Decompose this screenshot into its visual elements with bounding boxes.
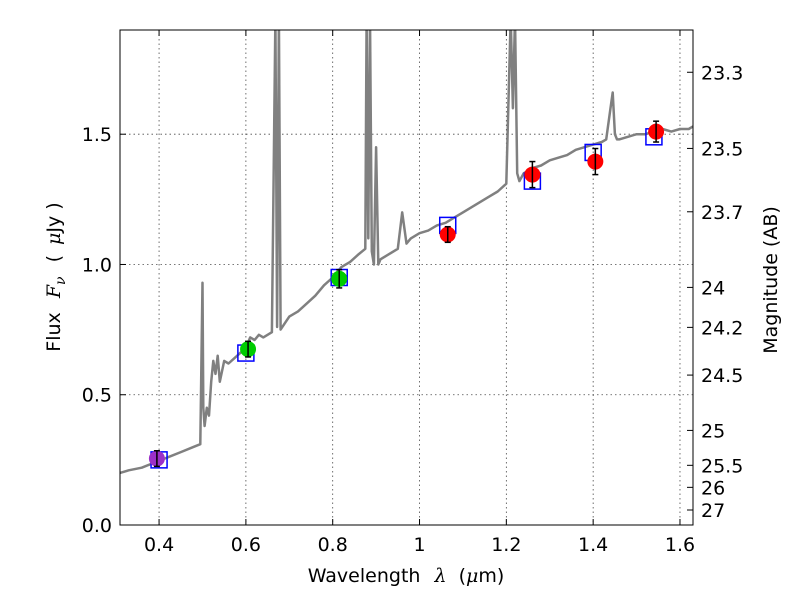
x-axis-unit-open: ( (459, 565, 466, 587)
y2-tick-label: 27 (701, 500, 725, 522)
y-tick-label: 1.5 (82, 124, 112, 146)
y-axis-unit-open: ( (43, 255, 65, 262)
grid (120, 30, 693, 525)
model-spectrum-line (120, 30, 693, 475)
y2-tick-label: 25.5 (701, 455, 743, 477)
y-tick-label: 1.0 (82, 254, 112, 276)
y2-axis-title: Magnitude (AB) (760, 206, 782, 354)
axis-ticks: 0.4 0.6 0.8 1 1.2 1.4 1.6 0.0 0.5 1.0 1.5 23.3 23.5 2… (82, 30, 743, 556)
x-axis-lambda: λ (433, 565, 446, 587)
x-tick-label: 0.6 (231, 534, 261, 556)
y-axis-unit-mu: μ (43, 233, 65, 245)
y-axis-symbol: F (43, 284, 65, 299)
y-tick-label: 0.0 (82, 515, 112, 537)
y-axis-unit-close: Jy ) (43, 202, 65, 233)
y2-tick-label: 24.2 (701, 317, 743, 339)
x-axis-unit-close: m) (478, 565, 504, 587)
x-tick-label: 1.4 (578, 534, 608, 556)
x-axis-unit-mu: μ (466, 565, 478, 587)
x-axis-word: Wavelength (308, 565, 421, 587)
plot-area (120, 30, 693, 475)
x-tick-label: 0.4 (144, 534, 174, 556)
y-axis-title: Flux Fν ( μJy ) (43, 202, 70, 351)
y-axis-subscript: ν (53, 276, 69, 285)
plot-frame (119, 29, 694, 526)
y2-tick-label: 23.3 (701, 62, 743, 84)
y-tick-label: 0.5 (82, 385, 112, 407)
y2-tick-label: 23.5 (701, 138, 743, 160)
y-axis-word: Flux (43, 312, 65, 352)
y2-tick-label: 25 (701, 420, 725, 442)
x-tick-label: 0.8 (318, 534, 348, 556)
x-tick-label: 1.2 (491, 534, 521, 556)
y2-tick-label: 24 (701, 277, 725, 299)
y2-tick-label: 23.7 (701, 202, 743, 224)
x-tick-label: 1 (413, 534, 425, 556)
y2-tick-label: 24.5 (701, 365, 743, 387)
x-axis-title: Wavelength λ (μm) (308, 565, 505, 587)
y2-tick-label: 26 (701, 477, 725, 499)
x-tick-label: 1.6 (665, 534, 695, 556)
